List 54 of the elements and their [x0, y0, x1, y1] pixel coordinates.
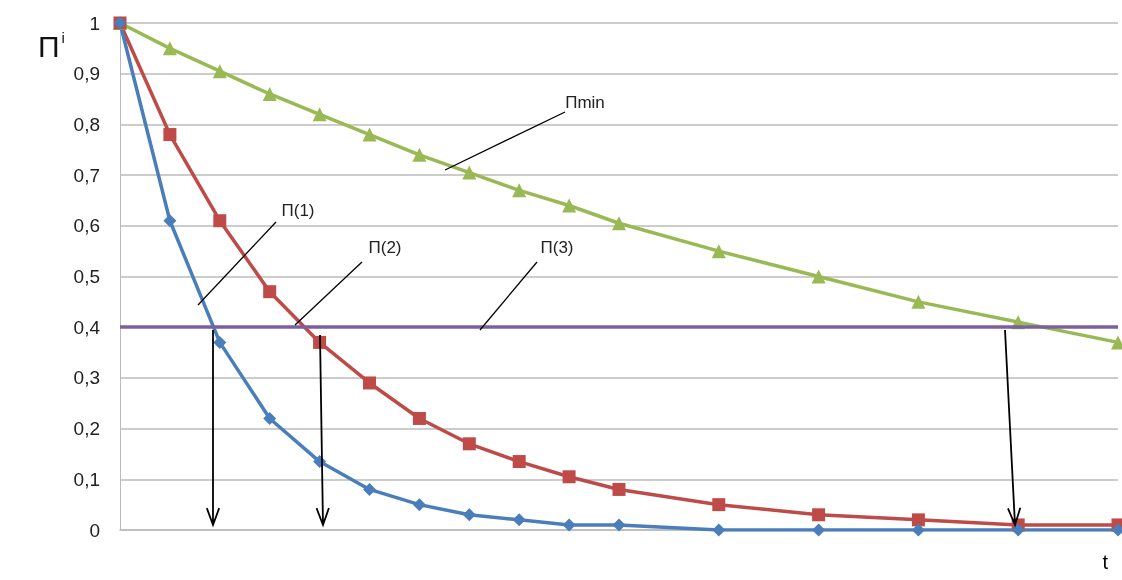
- point: [512, 183, 527, 198]
- point: [612, 482, 626, 496]
- point: [362, 127, 377, 142]
- point: [812, 508, 826, 522]
- point: [711, 244, 726, 259]
- point: [911, 513, 925, 527]
- y-tick-label: 1: [89, 12, 100, 34]
- point: [512, 455, 526, 469]
- y-tick-label: 0: [89, 519, 100, 541]
- point: [462, 508, 476, 522]
- point: [412, 411, 426, 425]
- ref-line-label: П(3): [540, 237, 574, 257]
- point: [1011, 523, 1025, 537]
- point: [462, 437, 476, 451]
- point: [512, 513, 526, 527]
- point: [911, 523, 925, 537]
- point: [263, 285, 277, 299]
- point: [213, 214, 227, 228]
- annotation: Пmin: [565, 92, 605, 112]
- point: [811, 269, 826, 284]
- point: [562, 198, 577, 213]
- point: [213, 335, 227, 349]
- point: [312, 107, 327, 122]
- point: [612, 216, 626, 231]
- point: [812, 523, 826, 537]
- y-tick-label: 0,7: [73, 164, 100, 186]
- y-tick-label: 0,1: [73, 468, 100, 490]
- point: [612, 518, 626, 532]
- point: [412, 147, 427, 162]
- y-tick-label: 0,2: [73, 418, 100, 440]
- annotation: П(2): [368, 237, 402, 257]
- point: [163, 214, 177, 228]
- y-tick-label: 0,4: [73, 316, 101, 338]
- point: [363, 482, 376, 496]
- point: [163, 128, 177, 142]
- point: [212, 64, 227, 79]
- x-axis-title: t: [1102, 551, 1109, 573]
- point: [162, 41, 177, 56]
- point: [911, 294, 926, 309]
- point: [412, 498, 426, 512]
- point: [363, 376, 376, 390]
- y-tick-label: 0,3: [73, 367, 100, 389]
- point: [263, 411, 277, 425]
- point: [712, 523, 726, 537]
- y-tick-label: 0,9: [73, 63, 100, 85]
- point: [562, 518, 576, 532]
- point: [562, 470, 576, 484]
- y-tick-label: 0,5: [73, 266, 100, 287]
- point: [712, 498, 726, 512]
- point: [462, 165, 477, 180]
- y-tick-label: 0,8: [73, 113, 100, 135]
- y-tick-label: 0,6: [73, 215, 100, 237]
- annotation: П(1): [281, 200, 315, 220]
- point: [262, 86, 277, 101]
